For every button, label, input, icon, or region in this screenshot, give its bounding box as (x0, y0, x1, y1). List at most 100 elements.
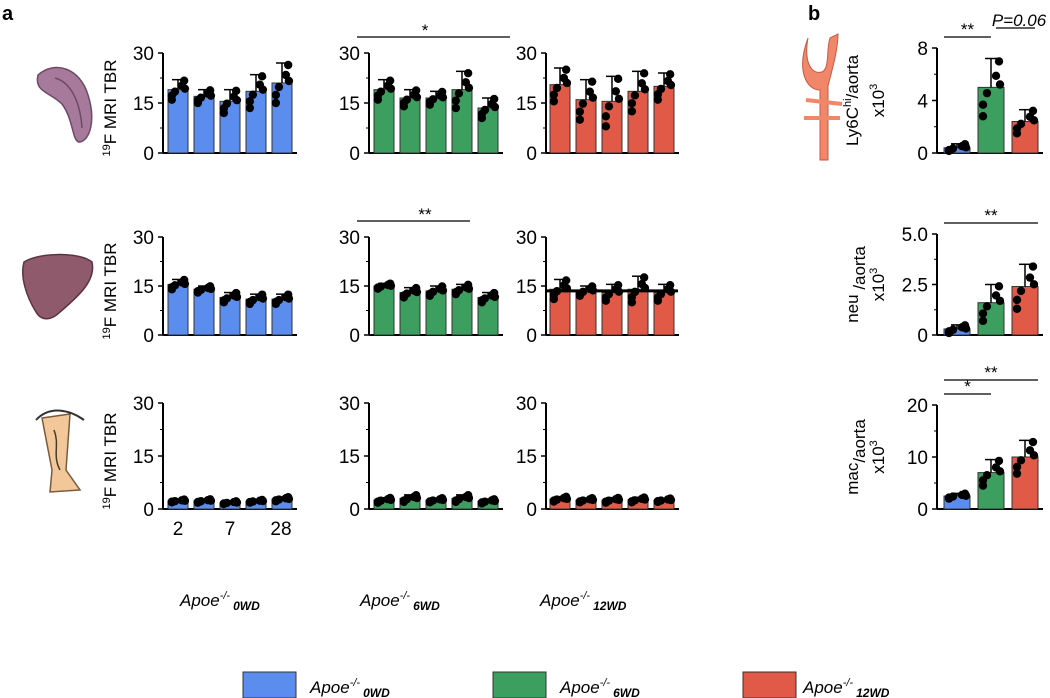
y-label-sup: 19 (101, 497, 113, 509)
y-label-x10: x10 (869, 446, 888, 473)
y-tick-label: 5.0 (902, 225, 928, 246)
data-point (575, 115, 585, 124)
y-tick-label: 30 (133, 228, 154, 249)
y-label-main: Ly6C (843, 107, 862, 146)
data-point (284, 76, 294, 86)
y-tick-label: 15 (516, 94, 537, 115)
y-axis-label: 19F MRI TBR (101, 243, 120, 340)
data-point (978, 481, 988, 490)
liver-icon (22, 253, 94, 320)
data-point (1028, 437, 1038, 447)
group-label: Apoe-/-0WD (179, 590, 260, 613)
data-point (193, 288, 203, 297)
data-point (245, 299, 255, 309)
data-point (994, 456, 1004, 466)
data-point (373, 95, 383, 104)
data-point (451, 103, 461, 113)
diet-sub: 0WD (233, 599, 260, 613)
data-point (961, 143, 971, 152)
data-point (549, 294, 559, 304)
y-tick-label: 15 (516, 447, 537, 468)
y-label-sup: 19 (101, 327, 113, 339)
data-point (490, 102, 500, 112)
data-point (1012, 462, 1022, 472)
data-point (274, 82, 284, 92)
y-axis-label: mac/aorta (843, 419, 869, 495)
panel-letter-b: b (808, 3, 820, 25)
data-point (271, 98, 281, 108)
y-axis-label-multiplier: x103 (868, 440, 888, 474)
chart-panel: 0 15 30 (516, 44, 679, 165)
data-point (373, 284, 383, 293)
significance-label: * (422, 21, 429, 40)
chart-panel: 0 10 20 (907, 396, 1043, 521)
data-point (1012, 129, 1022, 138)
data-point (587, 77, 597, 86)
data-point (206, 284, 216, 294)
y-label-text: F MRI TBR (101, 60, 120, 145)
data-point (464, 493, 474, 503)
data-point (386, 281, 396, 290)
y-axis-label: neu /aorta (843, 246, 869, 323)
data-point (1012, 295, 1022, 305)
significance-label: ** (984, 206, 998, 225)
data-point (653, 497, 663, 507)
data-point (232, 292, 242, 302)
legend-label: Apoe-/-12WD (802, 677, 890, 698)
data-point (193, 498, 203, 507)
diet-sub: 0WD (363, 686, 390, 698)
y-tick-label: 0 (143, 500, 154, 521)
data-point (180, 496, 190, 505)
data-point (386, 84, 396, 93)
y-label-sup: hi (842, 98, 854, 107)
y-label-rest: /aorta (843, 54, 862, 98)
data-point (477, 113, 487, 123)
data-point (944, 328, 954, 338)
y-tick-label: 0 (349, 144, 360, 165)
data-point (284, 294, 294, 303)
data-point (170, 87, 180, 96)
data-point (995, 296, 1005, 306)
genotype-sup: -/- (580, 590, 591, 602)
data-point (666, 80, 676, 90)
y-tick-label: 0 (143, 326, 154, 347)
data-point (167, 285, 177, 294)
y-tick-label: 15 (516, 277, 537, 298)
legend-item: Apoe-/-0WD (242, 671, 390, 698)
data-point (961, 491, 971, 500)
data-point (232, 498, 242, 507)
data-point (477, 298, 487, 307)
gene-name: Apoe (559, 678, 600, 697)
y-tick-label: 30 (516, 394, 537, 415)
data-point (653, 296, 663, 305)
data-point (588, 93, 598, 102)
data-point (994, 57, 1004, 66)
group-label: Apoe-/-12WD (539, 590, 627, 613)
y-tick-label: 0 (917, 144, 928, 165)
y-tick-label: 30 (516, 44, 537, 65)
data-point (614, 495, 624, 505)
data-point (219, 108, 229, 118)
y-label-main: neu (843, 294, 862, 322)
y-tick-label: 30 (516, 228, 537, 249)
y-tick-label: 0 (349, 326, 360, 347)
data-point (1012, 304, 1022, 313)
significance-label: ** (961, 20, 975, 39)
data-point (399, 102, 409, 111)
data-point (1012, 469, 1022, 478)
data-point (575, 498, 585, 507)
legend-label: Apoe-/-0WD (309, 677, 390, 698)
data-point (425, 291, 435, 300)
data-point (627, 498, 637, 507)
data-point (995, 80, 1005, 89)
data-point (978, 112, 988, 121)
data-point (219, 499, 229, 509)
y-tick-label: 8 (917, 39, 928, 60)
y-tick-label: 15 (133, 447, 154, 468)
significance-label: ** (418, 205, 432, 224)
data-point (206, 91, 216, 100)
data-point (386, 495, 396, 505)
y-tick-label: 0 (143, 144, 154, 165)
y-tick-label: 0 (917, 326, 928, 347)
chart-panel: 0 2.5 5.0 (902, 225, 1043, 347)
